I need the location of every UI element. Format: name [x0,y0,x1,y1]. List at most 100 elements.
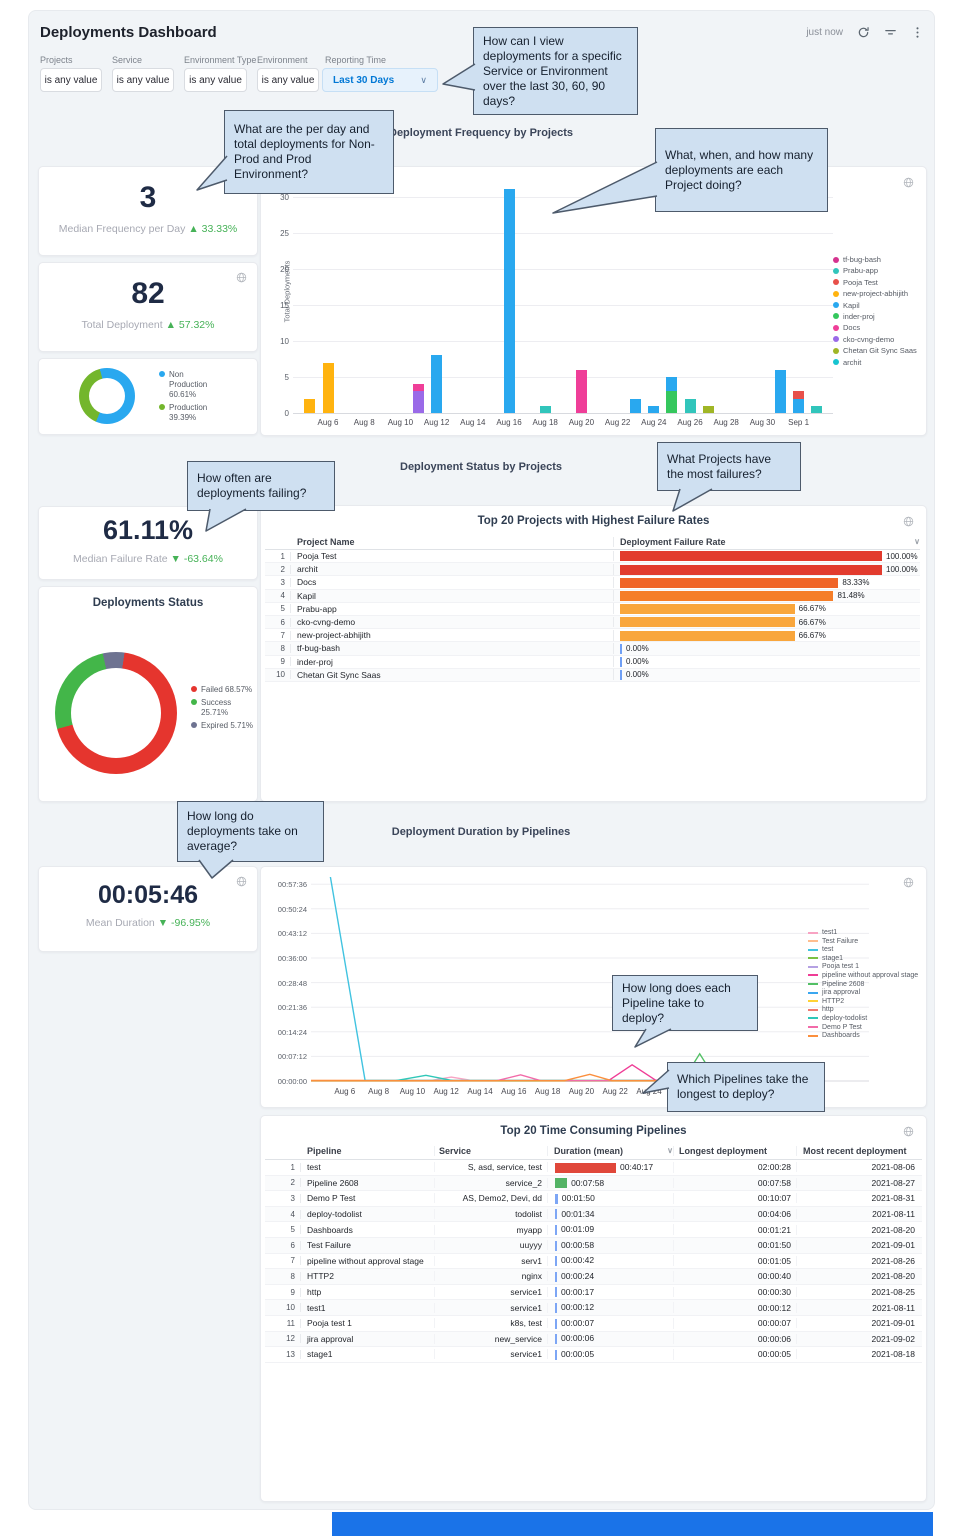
bar-new-project-abhijith[interactable] [304,398,316,413]
legend-item[interactable]: test1 [808,929,918,936]
table-row[interactable]: 13 stage1 service1 00:00:05 00:00:05 2021-08-… [265,1347,922,1363]
bar-Kapil[interactable] [503,189,515,413]
table-row[interactable]: 11 Pooja test 1 k8s, test 00:00:07 00:00:07 2… [265,1316,922,1332]
table-row[interactable]: 7 new-project-abhijith 66.67% [265,629,920,643]
legend-item[interactable]: http [808,1006,918,1013]
table-row[interactable]: 8 tf-bug-bash 0.00% [265,642,920,656]
legend-item[interactable]: pipeline without approval stage [808,972,918,979]
table-row[interactable]: 6 Test Failure uuyyy 00:00:58 00:01:50 2021-0… [265,1237,922,1254]
table-row[interactable]: 1 test S, asd, service, test 00:40:17 02:00:… [265,1160,922,1176]
legend-item[interactable]: Pipeline 2608 [808,981,918,988]
bar-Pooja Test[interactable] [793,391,805,399]
filter-environment-type[interactable]: is any value [184,68,247,92]
bar-cko-cvng-demo[interactable] [413,391,424,413]
table-row[interactable]: 6 cko-cvng-demo 66.67% [265,615,920,630]
legend-item[interactable]: stage1 [808,955,918,962]
sort-chevron-icon[interactable]: ∨ [914,536,920,546]
kpi-median-frequency-tile: 3 Median Frequency per Day ▲ 33.33% [38,166,258,256]
table-row[interactable]: 4 Kapil 81.48% [265,589,920,603]
bar-Kapil[interactable] [431,355,443,413]
col-longest[interactable]: Longest deployment [674,1145,797,1156]
legend-item[interactable]: Docs [833,323,917,332]
table-row[interactable]: 7 pipeline without approval stage serv1 00:… [265,1254,922,1270]
table-row[interactable]: 9 http service1 00:00:17 00:00:30 2021-08-25 [265,1285,922,1301]
bar-Docs[interactable] [575,369,587,413]
legend-item[interactable]: Expired 5.71% [191,721,253,731]
bar-Kapil[interactable] [775,369,786,413]
table-row[interactable]: 9 inder-proj 0.00% [265,656,920,669]
bar-Kapil[interactable] [793,398,805,413]
bar-Prabu-app[interactable] [811,405,823,413]
legend-item[interactable]: deploy-todolist [808,1015,918,1022]
table-row[interactable]: 5 Dashboards myapp 00:01:09 00:01:21 2021-08-… [265,1222,922,1238]
x-tick-label: Aug 8 [368,1087,390,1096]
table-row[interactable]: 1 Pooja Test 100.00% [265,550,920,564]
bar-Docs[interactable] [413,384,424,392]
filter-environment[interactable]: is any value [257,68,319,92]
table-row[interactable]: 2 archit 100.00% [265,563,920,577]
col-service[interactable]: Service [435,1145,548,1156]
table-row[interactable]: 12 jira approval new_service 00:00:06 00:00:… [265,1331,922,1348]
legend-item[interactable]: Prabu-app [833,266,917,275]
bar-Kapil[interactable] [630,398,642,413]
filter-reporting-time[interactable]: Last 30 Days ∨ [322,68,438,92]
bar-Kapil[interactable] [648,405,660,413]
table-row[interactable]: 10 test1 service1 00:00:12 00:00:12 2021-08-1… [265,1300,922,1316]
env-donut-chart[interactable] [79,368,135,424]
filter-projects[interactable]: is any value [40,68,102,92]
x-tick-label: Aug 14 [467,1087,493,1096]
legend-item[interactable]: Chetan Git Sync Saas [833,346,917,355]
col-pipeline[interactable]: Pipeline [301,1145,435,1156]
table-row[interactable]: 10 Chetan Git Sync Saas 0.00% [265,668,920,682]
bar-Prabu-app[interactable] [684,398,696,413]
legend-item[interactable]: Pooja Test [833,278,917,287]
legend-item[interactable]: HTTP2 [808,998,918,1005]
bar-Chetan Git Sync Saas[interactable] [702,405,714,413]
bar-Prabu-app[interactable] [539,405,551,413]
refresh-icon[interactable] [857,26,870,39]
globe-icon[interactable] [903,1126,914,1137]
x-tick-label: Sep 1 [788,418,810,427]
col-project-name[interactable]: Project Name [297,536,355,547]
legend-item[interactable]: cko-cvng-demo [833,335,917,344]
globe-icon[interactable] [903,516,914,527]
x-tick-label: Aug 16 [501,1087,527,1096]
bar-Kapil[interactable] [666,376,678,392]
legend-item[interactable]: Demo P Test [808,1024,918,1031]
legend-item[interactable]: Kapil [833,301,917,310]
table-row[interactable]: 3 Docs 83.33% [265,576,920,590]
legend-item[interactable]: tf-bug-bash [833,255,917,264]
table-row[interactable]: 3 Demo P Test AS, Demo2, Devi, dd 00:01:50 0… [265,1191,922,1207]
pipelines-table-title: Top 20 Time Consuming Pipelines [500,1125,687,1137]
legend-item[interactable]: Failed 68.57% [191,685,253,695]
filter-icon[interactable] [884,26,897,39]
status-donut-chart[interactable] [55,652,177,774]
table-row[interactable]: 2 Pipeline 2608 service_2 00:07:58 00:07:58 2… [265,1175,922,1192]
legend-item[interactable]: new-project-abhijith [833,289,917,298]
legend-item[interactable]: Production 39.39% [159,403,207,423]
table-row[interactable]: 8 HTTP2 nginx 00:00:24 00:00:40 2021-08-20 [265,1269,922,1285]
legend-item[interactable]: archit [833,358,917,367]
globe-icon[interactable] [236,876,247,887]
legend-item[interactable]: Pooja test 1 [808,963,918,970]
globe-icon[interactable] [236,272,247,283]
legend-item[interactable]: inder-proj [833,312,917,321]
bar-inder-proj[interactable] [666,391,678,413]
legend-item[interactable]: jira approval [808,989,918,996]
kebab-menu-icon[interactable] [911,26,924,39]
col-most-recent[interactable]: Most recent deployment [803,1145,907,1156]
globe-icon[interactable] [903,177,914,188]
legend-item[interactable]: Dashboards [808,1032,918,1039]
legend-item[interactable]: Success 25.71% [191,698,253,718]
legend-item[interactable]: test [808,946,918,953]
legend-item[interactable]: Non Production 60.61% [159,370,207,400]
filter-service[interactable]: is any value [112,68,174,92]
bar-new-project-abhijith[interactable] [322,362,334,413]
sort-chevron-icon[interactable]: ∨ [667,1145,673,1155]
table-row[interactable]: 4 deploy-todolist todolist 00:01:34 00:04:06… [265,1206,922,1223]
table-row[interactable]: 5 Prabu-app 66.67% [265,603,920,616]
legend-item[interactable]: Test Failure [808,938,918,945]
globe-icon[interactable] [903,877,914,888]
deployments-status-tile: Deployments Status Failed 68.57% Success 2… [38,586,258,802]
filter-label-reporting-time: Reporting Time [325,55,387,65]
